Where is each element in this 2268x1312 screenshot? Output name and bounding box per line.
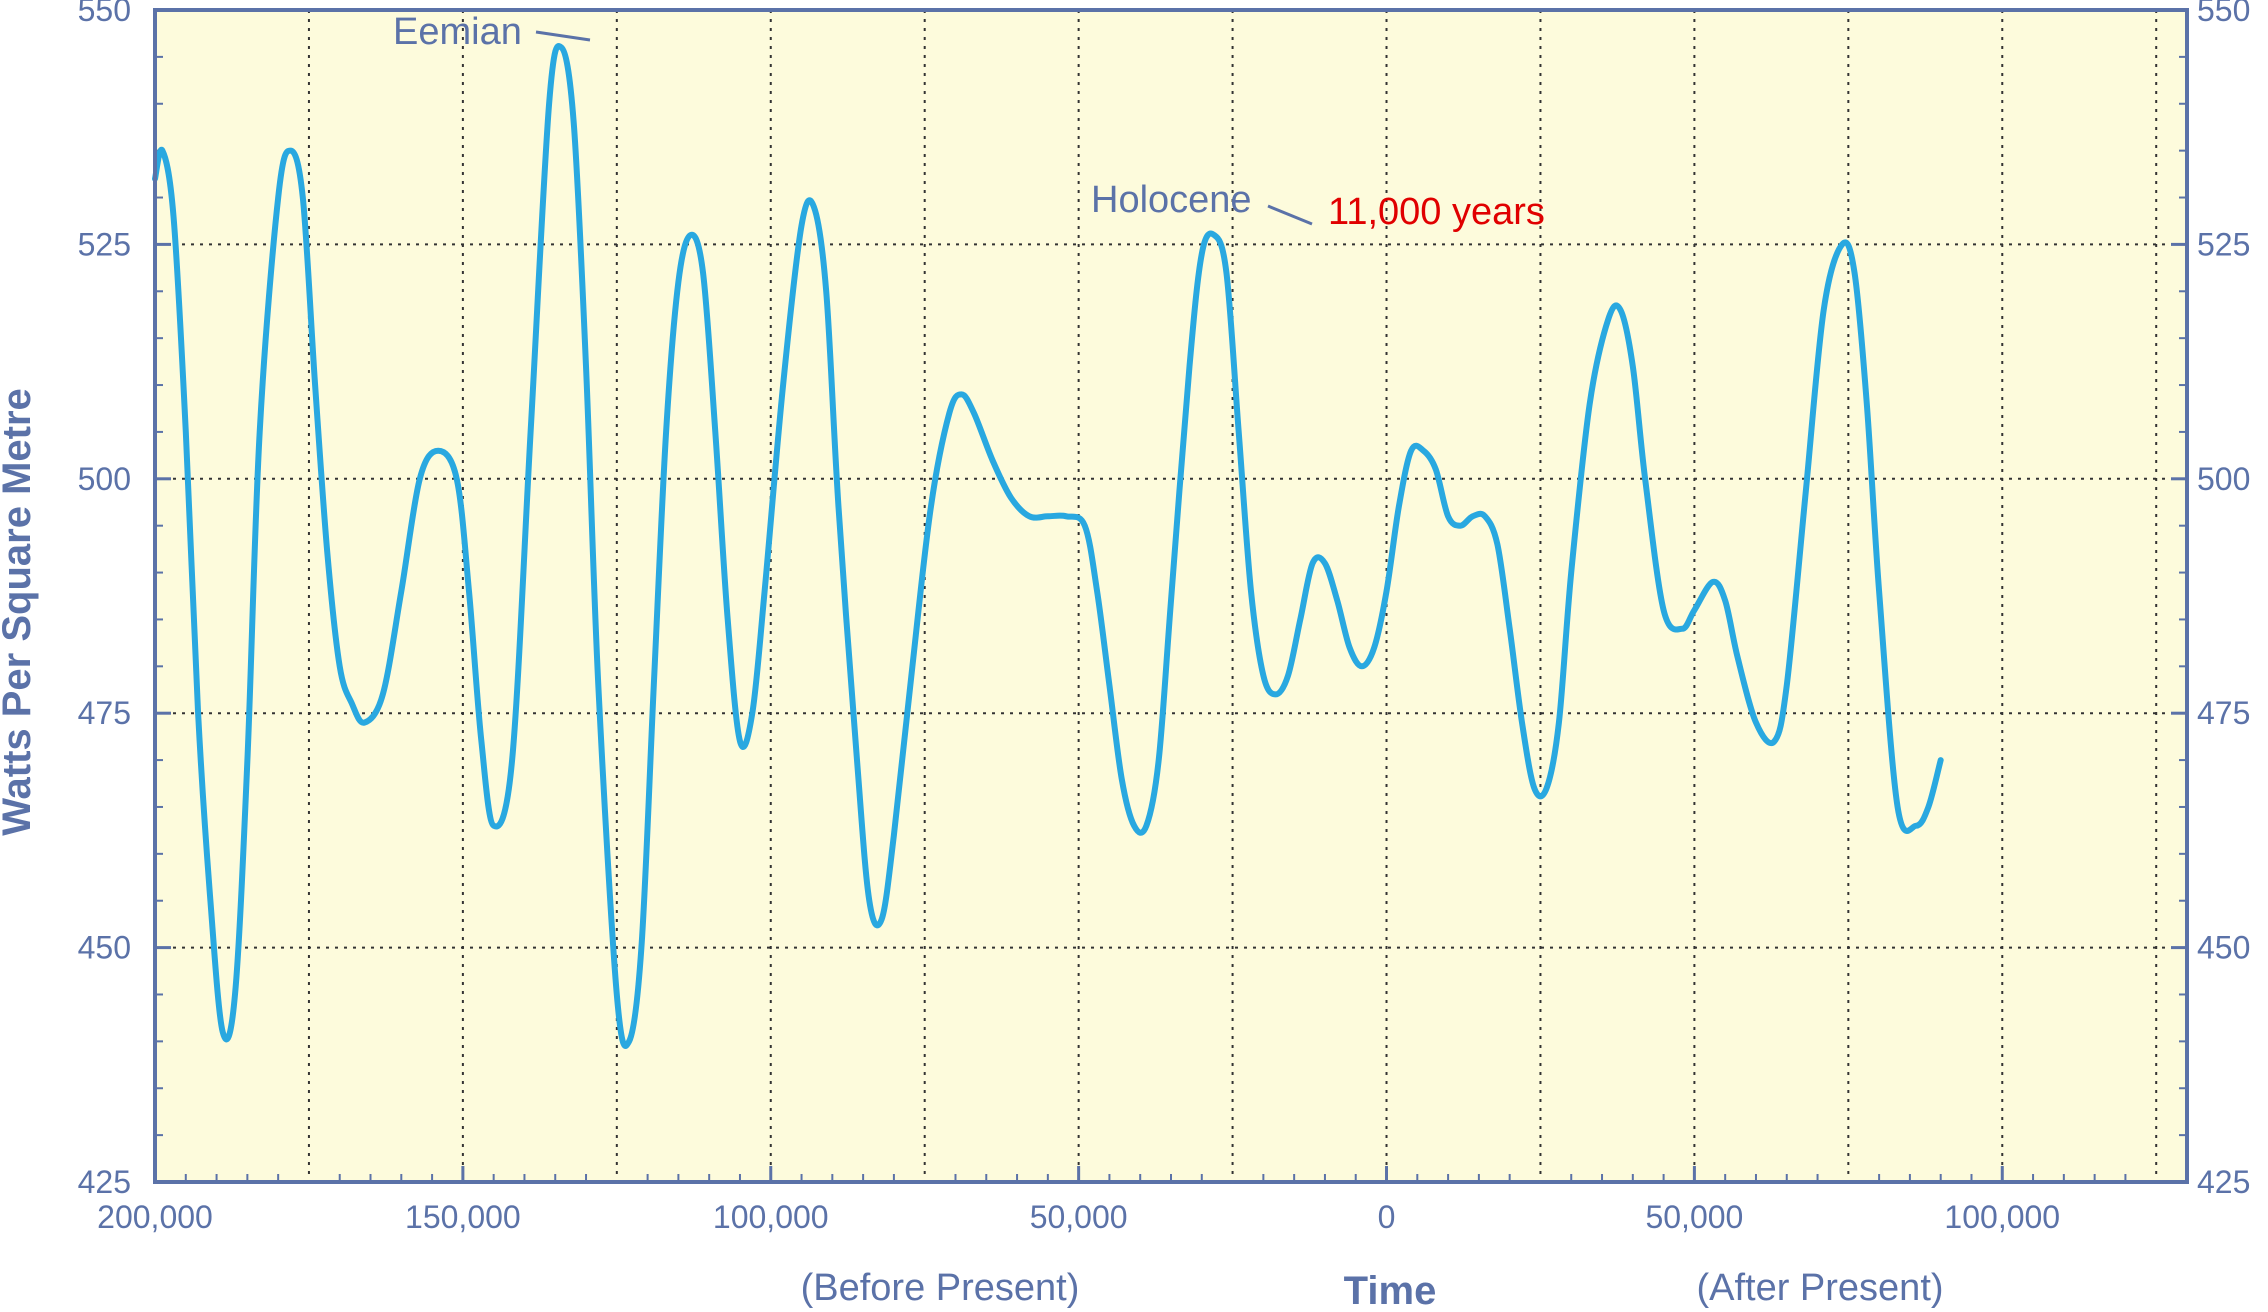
y-tick-label-right: 450: [2197, 930, 2250, 966]
annotation-holocene: Holocene: [1091, 179, 1252, 221]
x-tick-label: 100,000: [713, 1199, 829, 1235]
y-tick-label-left: 500: [78, 461, 131, 497]
annotation-11000-years: 11,000 years: [1328, 191, 1545, 233]
y-ticks-left: 425 450 475 500 525 550: [78, 0, 171, 1200]
x-tick-label: 0: [1378, 1199, 1396, 1235]
x-tick-label: 200,000: [97, 1199, 213, 1235]
x-tick-label: 50,000: [1645, 1199, 1743, 1235]
y-tick-label-right: 500: [2197, 461, 2250, 497]
y-tick-label-right: 475: [2197, 695, 2250, 731]
annotation-eemian: Eemian: [393, 11, 522, 53]
y-tick-label-left: 450: [78, 930, 131, 966]
y-ticks-right: 425 450 475 500 525 550: [2171, 0, 2250, 1200]
annotation-eemian-leader: [535, 30, 591, 42]
x-tick-label: 100,000: [1944, 1199, 2060, 1235]
y-tick-label-right: 550: [2197, 0, 2250, 28]
plot-frame: [153, 8, 2189, 1184]
y-tick-label-right: 425: [2197, 1164, 2250, 1200]
y-tick-label-left: 475: [78, 695, 131, 731]
x-caption-after: (After Present): [1696, 1267, 1943, 1309]
x-tick-label: 150,000: [405, 1199, 521, 1235]
x-ticks: 200,000 150,000 100,000 50,000 0 50,000 100,00…: [97, 1166, 2060, 1235]
x-tick-label: 50,000: [1030, 1199, 1128, 1235]
y-tick-label-left: 525: [78, 226, 131, 262]
y-tick-label-left: 425: [78, 1164, 131, 1200]
x-caption-before: (Before Present): [801, 1267, 1080, 1309]
annotation-holocene-leader: [1267, 204, 1313, 226]
y-tick-label-right: 525: [2197, 226, 2250, 262]
y-axis-label: Watts Per Square Metre: [0, 388, 39, 836]
y-tick-label-left: 550: [78, 0, 131, 28]
x-axis-label: Time: [1344, 1269, 1437, 1312]
series-line: [152, 42, 1944, 1049]
